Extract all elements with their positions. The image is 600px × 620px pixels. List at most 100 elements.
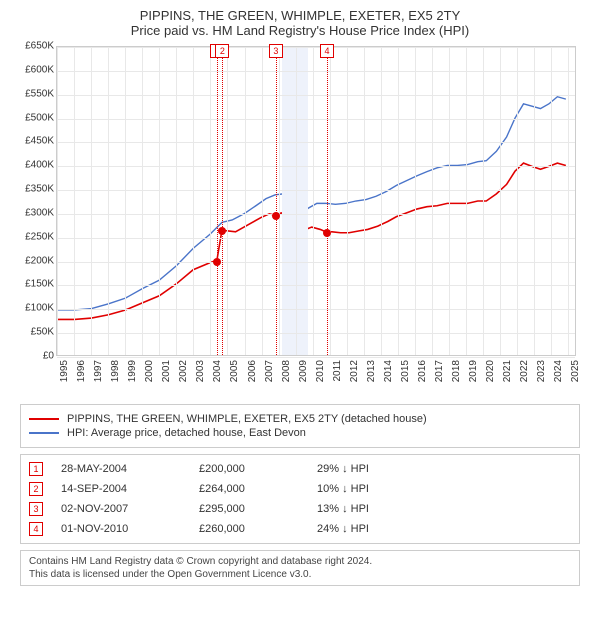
sale-price: £260,000 [199, 523, 299, 535]
x-axis-label: 2020 [485, 360, 496, 382]
gridline-vertical [74, 47, 75, 355]
gridline-vertical [500, 47, 501, 355]
x-axis-label: 2003 [195, 360, 206, 382]
footer-line1: Contains HM Land Registry data © Crown c… [29, 555, 571, 568]
legend-item: HPI: Average price, detached house, East… [29, 427, 571, 439]
x-axis-label: 2004 [212, 360, 223, 382]
gridline-vertical [296, 47, 297, 355]
gridline-horizontal [57, 71, 575, 72]
gridline-vertical [568, 47, 569, 355]
sale-marker-line [217, 47, 218, 355]
gridline-vertical [313, 47, 314, 355]
sale-marker-line [327, 47, 328, 355]
gridline-horizontal [57, 238, 575, 239]
x-axis-label: 1997 [93, 360, 104, 382]
title-address: PIPPINS, THE GREEN, WHIMPLE, EXETER, EX5… [10, 8, 590, 23]
legend: PIPPINS, THE GREEN, WHIMPLE, EXETER, EX5… [20, 404, 580, 448]
gridline-vertical [534, 47, 535, 355]
x-axis-label: 2012 [349, 360, 360, 382]
sale-price: £200,000 [199, 463, 299, 475]
x-axis-label: 2023 [536, 360, 547, 382]
y-axis-label: £200K [10, 255, 54, 266]
x-axis-label: 1998 [110, 360, 121, 382]
plot-area: 1234 [56, 46, 576, 356]
sale-index-box: 3 [29, 502, 43, 516]
y-axis-label: £550K [10, 88, 54, 99]
gridline-vertical [159, 47, 160, 355]
chart-title-block: PIPPINS, THE GREEN, WHIMPLE, EXETER, EX5… [10, 8, 590, 38]
x-axis-label: 2015 [400, 360, 411, 382]
x-axis-label: 2011 [332, 360, 343, 382]
y-axis-label: £300K [10, 207, 54, 218]
gridline-vertical [57, 47, 58, 355]
gridline-vertical [125, 47, 126, 355]
gridline-horizontal [57, 166, 575, 167]
x-axis-label: 1999 [127, 360, 138, 382]
y-axis-label: £0 [10, 351, 54, 362]
gridline-horizontal [57, 214, 575, 215]
x-axis-label: 2014 [383, 360, 394, 382]
gridline-horizontal [57, 190, 575, 191]
footer-line2: This data is licensed under the Open Gov… [29, 568, 571, 581]
x-axis-label: 2022 [519, 360, 530, 382]
sale-marker-line [276, 47, 277, 355]
gridline-vertical [432, 47, 433, 355]
gridline-vertical [466, 47, 467, 355]
gridline-horizontal [57, 47, 575, 48]
legend-swatch [29, 418, 59, 420]
x-axis-label: 2016 [417, 360, 428, 382]
gridline-vertical [483, 47, 484, 355]
sale-date: 28-MAY-2004 [61, 463, 181, 475]
gridline-vertical [108, 47, 109, 355]
gridline-horizontal [57, 142, 575, 143]
gridline-horizontal [57, 285, 575, 286]
title-subtitle: Price paid vs. HM Land Registry's House … [10, 23, 590, 38]
y-axis-label: £50K [10, 327, 54, 338]
sale-dot [323, 229, 331, 237]
y-axis-label: £600K [10, 64, 54, 75]
sale-row: 401-NOV-2010£260,00024% ↓ HPI [29, 519, 571, 539]
y-axis-label: £450K [10, 136, 54, 147]
sale-marker-box: 3 [269, 44, 283, 58]
gridline-vertical [381, 47, 382, 355]
gridline-vertical [279, 47, 280, 355]
gridline-vertical [398, 47, 399, 355]
sale-marker-line [222, 47, 223, 355]
x-axis-label: 2018 [451, 360, 462, 382]
sale-marker-box: 2 [215, 44, 229, 58]
sale-diff-vs-hpi: 29% ↓ HPI [317, 463, 417, 475]
y-axis-label: £650K [10, 41, 54, 52]
x-axis-label: 1996 [76, 360, 87, 382]
sale-diff-vs-hpi: 13% ↓ HPI [317, 503, 417, 515]
y-axis-label: £400K [10, 160, 54, 171]
sale-date: 01-NOV-2010 [61, 523, 181, 535]
footer-attribution: Contains HM Land Registry data © Crown c… [20, 550, 580, 586]
x-axis-label: 2025 [570, 360, 581, 382]
x-axis-label: 2024 [553, 360, 564, 382]
sale-price: £264,000 [199, 483, 299, 495]
x-axis-label: 2021 [502, 360, 513, 382]
gridline-vertical [517, 47, 518, 355]
sale-diff-vs-hpi: 24% ↓ HPI [317, 523, 417, 535]
sale-dot [213, 258, 221, 266]
x-axis-label: 2007 [264, 360, 275, 382]
x-axis-label: 2002 [178, 360, 189, 382]
y-axis-label: £350K [10, 184, 54, 195]
sale-row: 214-SEP-2004£264,00010% ↓ HPI [29, 479, 571, 499]
x-axis-label: 2019 [468, 360, 479, 382]
gridline-vertical [449, 47, 450, 355]
x-axis-label: 2009 [298, 360, 309, 382]
gridline-vertical [330, 47, 331, 355]
legend-swatch [29, 432, 59, 434]
gridline-vertical [551, 47, 552, 355]
y-axis-label: £500K [10, 112, 54, 123]
gridline-vertical [142, 47, 143, 355]
x-axis-label: 2001 [161, 360, 172, 382]
sale-index-box: 2 [29, 482, 43, 496]
sale-row: 128-MAY-2004£200,00029% ↓ HPI [29, 459, 571, 479]
x-axis-label: 2006 [247, 360, 258, 382]
x-axis-label: 2008 [281, 360, 292, 382]
x-axis-label: 2010 [315, 360, 326, 382]
chart-area: 1234 £0£50K£100K£150K£200K£250K£300K£350… [10, 42, 590, 402]
x-axis-label: 2017 [434, 360, 445, 382]
